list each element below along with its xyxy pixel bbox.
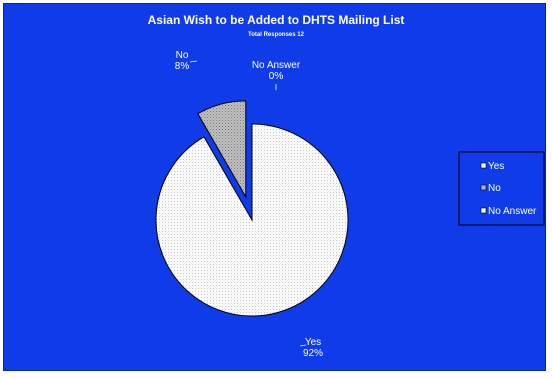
data-label-no-name: No	[176, 50, 189, 61]
pie-slices	[155, 100, 349, 317]
legend-label-no: No	[488, 183, 501, 194]
legend-label-yes: Yes	[488, 161, 504, 172]
legend-swatch-yes	[480, 162, 487, 169]
data-label-yes-name: Yes	[305, 337, 321, 348]
chart-frame	[3, 3, 546, 371]
data-label-no-answer-name: No Answer	[252, 60, 301, 71]
legend-box	[458, 151, 545, 226]
leader-line-no	[189, 60, 198, 63]
data-label-yes-percent: 92%	[303, 348, 323, 359]
data-label-no-percent: 8%	[175, 61, 190, 72]
leader-line-yes	[299, 344, 307, 347]
data-label-no-answer-percent: 0%	[269, 71, 284, 82]
chart-title: Asian Wish to be Added to DHTS Mailing L…	[148, 13, 405, 27]
chart-subtitle: Total Responses 12	[248, 32, 305, 38]
legend: Yes No No Answer	[458, 151, 545, 226]
legend-swatch-no	[480, 184, 487, 191]
pie-slice-yes	[155, 123, 349, 317]
legend-swatch-no-answer	[480, 207, 487, 214]
pie-slice-no	[197, 100, 247, 199]
legend-label-no-answer: No Answer	[488, 206, 537, 217]
